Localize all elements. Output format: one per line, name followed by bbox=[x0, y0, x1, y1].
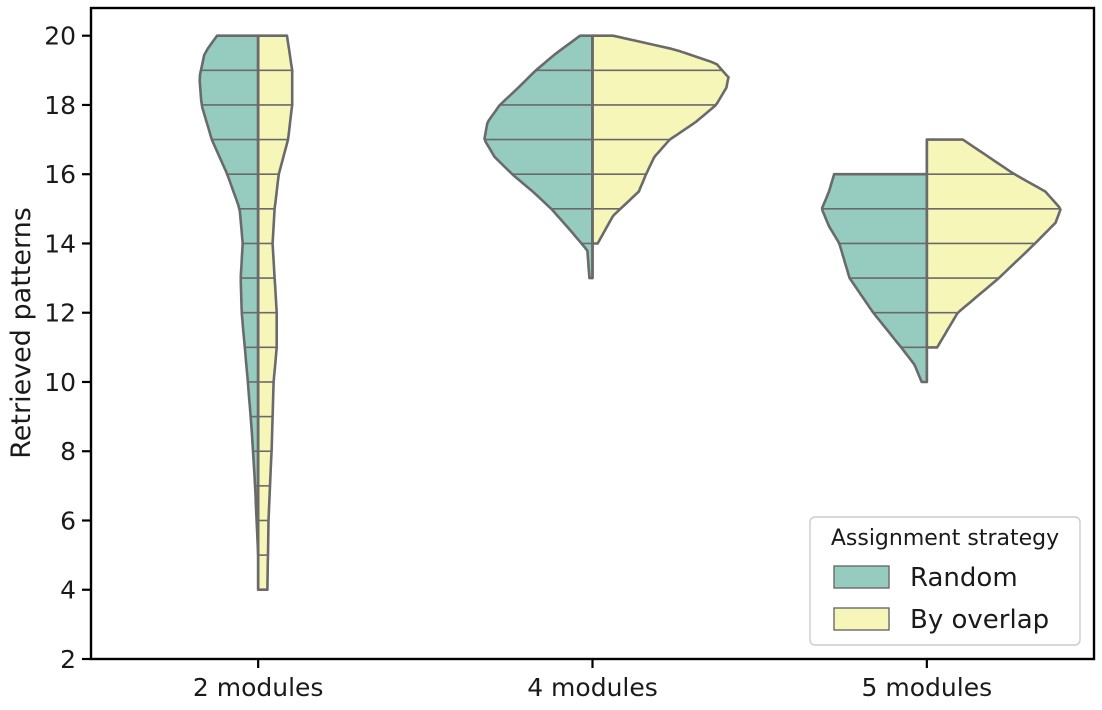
y-tick-label: 8 bbox=[60, 437, 76, 466]
legend-swatch-random bbox=[833, 565, 890, 589]
y-tick-label: 16 bbox=[44, 160, 76, 189]
y-tick-label: 10 bbox=[44, 368, 76, 397]
y-tick-label: 12 bbox=[44, 299, 76, 328]
y-tick-label: 20 bbox=[44, 22, 76, 51]
y-tick-label: 18 bbox=[44, 91, 76, 120]
x-axis-ticks: 2 modules 4 modules 5 modules bbox=[193, 659, 992, 702]
y-axis-ticks: 2 4 6 8 10 12 14 16 18 20 bbox=[44, 22, 91, 674]
legend-label-random: Random bbox=[910, 563, 1018, 593]
legend-label-by-overlap: By overlap bbox=[910, 605, 1049, 635]
y-tick-label: 6 bbox=[60, 506, 76, 535]
x-tick-label: 5 modules bbox=[862, 673, 993, 702]
violin-random-2-modules bbox=[198, 34, 260, 557]
legend: Assignment strategy Random By overlap bbox=[809, 516, 1081, 646]
y-tick-label: 2 bbox=[60, 645, 76, 674]
y-axis-label: Retrieved patterns bbox=[6, 207, 37, 459]
x-tick-label: 4 modules bbox=[527, 673, 658, 702]
violin-random-4-modules bbox=[483, 34, 594, 280]
legend-title: Assignment strategy bbox=[831, 526, 1059, 551]
violins-layer bbox=[198, 34, 1062, 591]
legend-swatch-by-overlap bbox=[833, 607, 890, 631]
y-tick-label: 4 bbox=[60, 576, 76, 605]
x-tick-label: 2 modules bbox=[193, 673, 324, 702]
y-tick-label: 14 bbox=[44, 229, 76, 258]
